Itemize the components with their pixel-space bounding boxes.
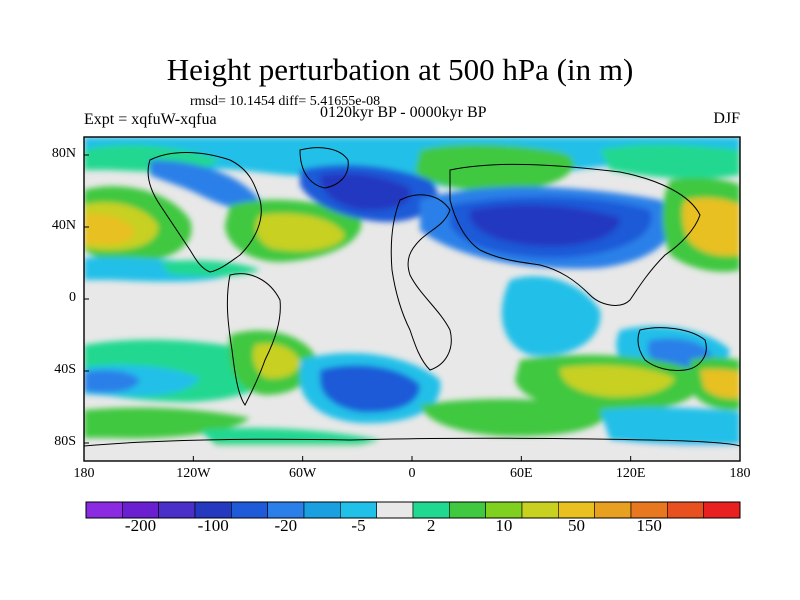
- coastlines: [84, 147, 740, 447]
- lon-tick-label: 120E: [615, 466, 646, 481]
- page-title: Height perturbation at 500 hPa (in m): [166, 52, 634, 87]
- map-field: [84, 137, 740, 461]
- colorbar-label: 10: [495, 516, 513, 535]
- lat-tick-label: 0: [69, 290, 76, 305]
- colorbar-label: -200: [124, 516, 157, 535]
- colorbar-label: -20: [274, 516, 298, 535]
- lat-tick-label: 40S: [54, 362, 76, 377]
- colorbar-label: 150: [636, 516, 662, 535]
- period-label: 0120kyr BP - 0000kyr BP: [320, 104, 487, 121]
- stats-text: rmsd= 10.1454 diff= 5.41655e-08: [190, 94, 381, 109]
- colorbar-label: 50: [568, 516, 585, 535]
- lat-tick-label: 40N: [51, 218, 76, 233]
- lon-tick-label: 60E: [510, 466, 533, 481]
- experiment-label: Expt = xqfuW-xqfua: [84, 111, 217, 128]
- lon-tick-label: 60W: [289, 466, 317, 481]
- lon-tick-label: 180: [73, 466, 95, 481]
- lon-tick-label: 180: [729, 466, 751, 481]
- colorbar-label: -100: [197, 516, 229, 535]
- colorbar: [85, 501, 741, 519]
- season-label: DJF: [713, 110, 740, 127]
- lat-tick-label: 80S: [54, 434, 76, 449]
- colorbar-label: 2: [426, 516, 436, 535]
- colorbar-swatch: [703, 501, 741, 519]
- lat-tick-label: 80N: [51, 146, 76, 161]
- colorbar-label: -5: [351, 516, 366, 535]
- lon-tick-label: 120W: [176, 466, 211, 481]
- lon-tick-label: 0: [408, 466, 416, 481]
- tick-marks: [83, 154, 741, 461]
